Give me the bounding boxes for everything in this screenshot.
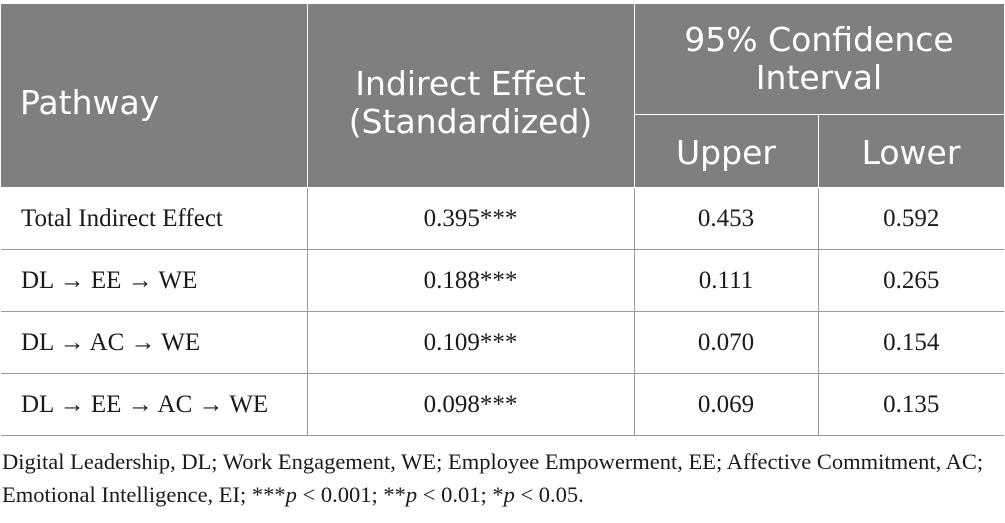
table-header: Pathway Indirect Effect (Standardized) 9… xyxy=(1,3,1005,188)
table-row: DL → AC → WE 0.109*** 0.070 0.154 xyxy=(1,311,1004,374)
cell-upper: 0.453 xyxy=(633,187,819,250)
table-row: DL → EE → WE 0.188*** 0.111 0.265 xyxy=(1,249,1004,312)
cell-lower: 0.135 xyxy=(817,373,1004,436)
cell-pathway: Total Indirect Effect xyxy=(1,187,308,250)
footnote-abbreviations: Digital Leadership, DL; Work Engagement,… xyxy=(2,449,984,507)
cell-lower: 0.154 xyxy=(817,311,1004,374)
cell-indirect-effect: 0.098*** xyxy=(306,373,635,436)
results-table: Pathway Indirect Effect (Standardized) 9… xyxy=(1,3,1005,436)
table-footnote: Digital Leadership, DL; Work Engagement,… xyxy=(2,445,1002,511)
table-body: Total Indirect Effect 0.395*** 0.453 0.5… xyxy=(1,187,1004,436)
cell-indirect-effect: 0.109*** xyxy=(306,311,635,374)
footnote-significance-05: *p < 0.05. xyxy=(492,482,584,507)
cell-lower: 0.265 xyxy=(817,249,1004,312)
cell-upper: 0.111 xyxy=(633,249,819,312)
cell-pathway: DL → AC → WE xyxy=(1,311,308,374)
footnote-significance-01: **p < 0.01; xyxy=(383,482,487,507)
header-indirect-effect: Indirect Effect (Standardized) xyxy=(306,3,635,188)
cell-lower: 0.592 xyxy=(817,187,1004,250)
cell-indirect-effect: 0.395*** xyxy=(306,187,635,250)
cell-upper: 0.070 xyxy=(633,311,819,374)
cell-pathway: DL → EE → WE xyxy=(1,249,308,312)
table-row: Total Indirect Effect 0.395*** 0.453 0.5… xyxy=(1,187,1004,250)
cell-upper: 0.069 xyxy=(633,373,819,436)
table-row: DL → EE → AC → WE 0.098*** 0.069 0.135 xyxy=(1,373,1004,436)
header-confidence-interval: 95% Confidence Interval xyxy=(633,3,1005,115)
header-upper: Upper xyxy=(633,114,819,188)
header-lower: Lower xyxy=(817,114,1005,188)
footnote-significance-001: ***p < 0.001; xyxy=(251,482,378,507)
cell-pathway: DL → EE → AC → WE xyxy=(1,373,308,436)
cell-indirect-effect: 0.188*** xyxy=(306,249,635,312)
header-pathway: Pathway xyxy=(1,3,308,188)
